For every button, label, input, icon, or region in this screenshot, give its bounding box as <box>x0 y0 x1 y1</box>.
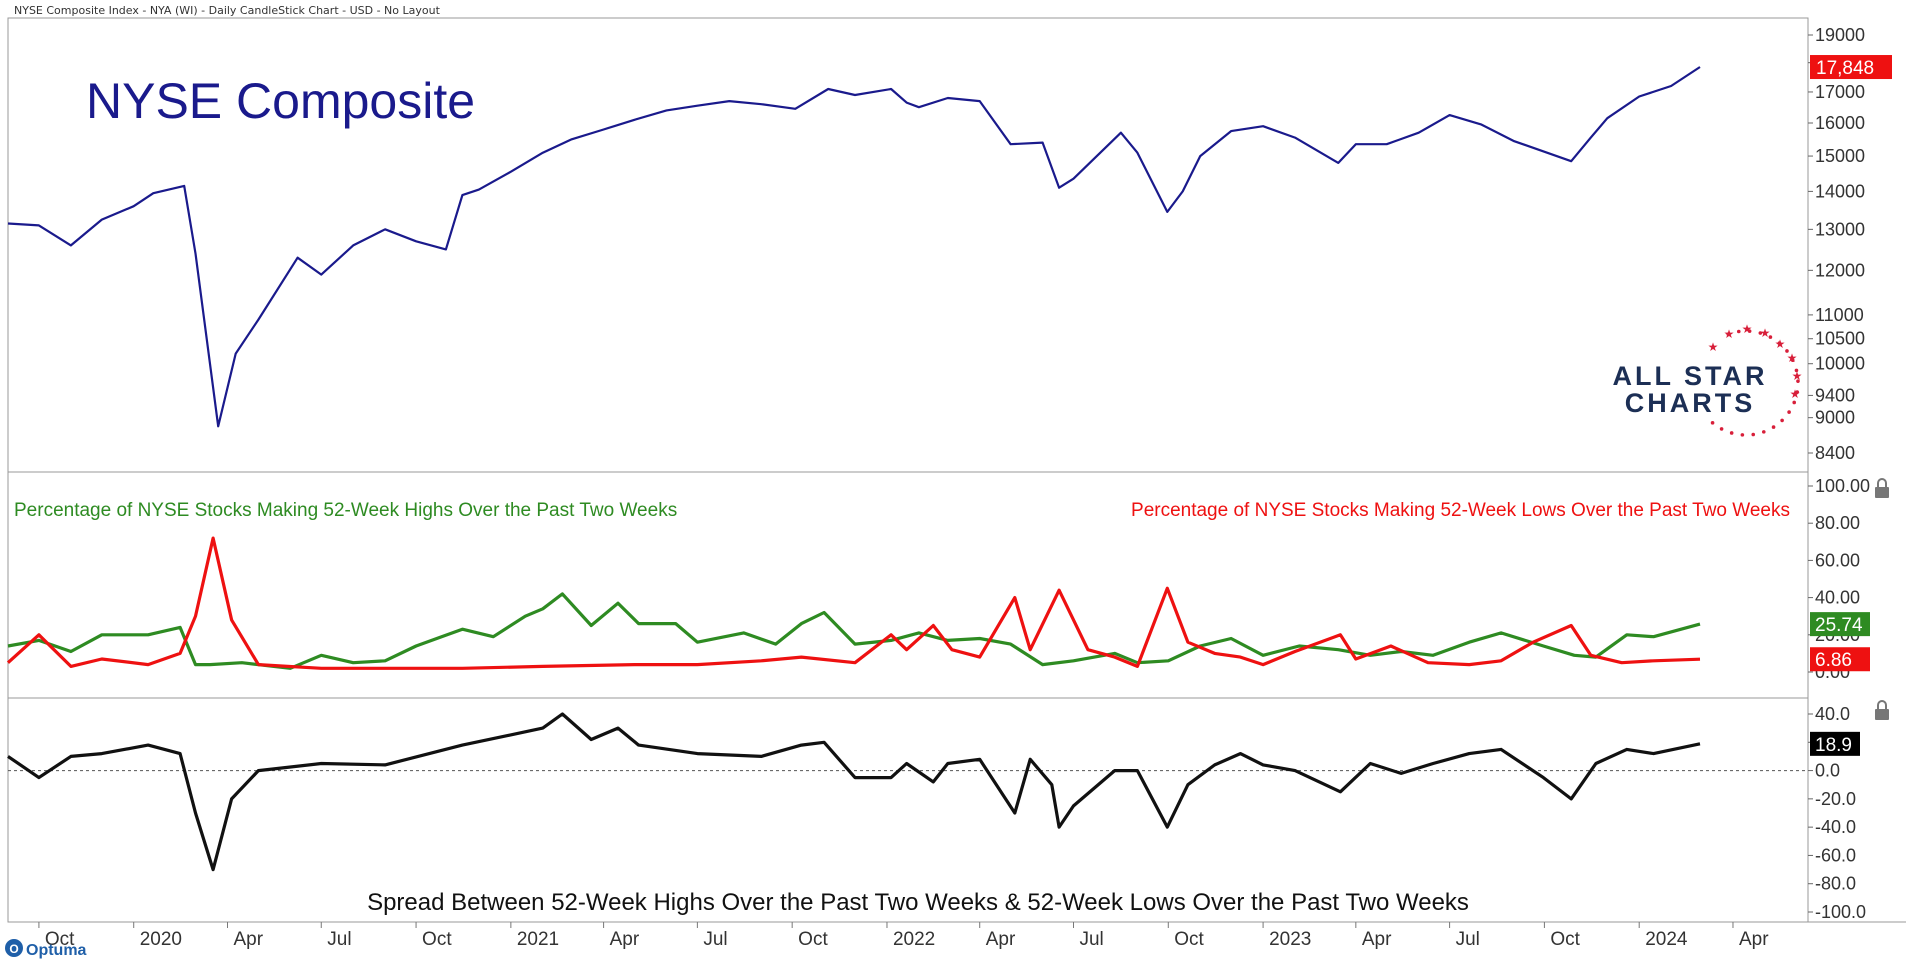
brand-logo-star: ★ <box>1708 340 1719 354</box>
brand-logo-arc-dot <box>1780 418 1784 423</box>
x-tick-label: Apr <box>986 929 1016 950</box>
spread-chart-title: Spread Between 52-Week Highs Over the Pa… <box>367 889 1469 916</box>
x-tick-label: Oct <box>1174 929 1204 950</box>
brand-logo-arc-dot <box>1758 331 1763 335</box>
price-tick-label: 16000 <box>1815 113 1865 133</box>
breadth-tick-label: 80.00 <box>1815 513 1860 533</box>
lock-icon-shackle <box>1877 478 1887 487</box>
brand-logo-star: ★ <box>1790 387 1801 401</box>
brand-logo-star: ★ <box>1775 337 1786 351</box>
x-tick-label: 2022 <box>893 929 935 950</box>
brand-logo-arc-dot <box>1796 379 1800 383</box>
spread-last-value-tag <box>1810 731 1860 756</box>
brand-logo-line2: CHARTS <box>1625 388 1756 418</box>
x-tick-label: Oct <box>1550 929 1580 950</box>
highs-series-line <box>7 592 1701 670</box>
price-tick-label: 19000 <box>1815 25 1865 45</box>
lows-last-value-tag <box>1810 647 1870 672</box>
price-tick-label: 10500 <box>1815 329 1865 349</box>
x-tick-label: Apr <box>1362 929 1392 950</box>
breadth-tick-label: 100.00 <box>1815 476 1870 496</box>
brand-logo-star: ★ <box>1742 322 1753 336</box>
x-tick-label: 2023 <box>1269 929 1311 950</box>
x-tick-label: Jul <box>1456 929 1480 950</box>
spread-tick-label: 40.0 <box>1815 704 1850 724</box>
price-tick-label: 8400 <box>1815 443 1855 463</box>
price-tick-label: 15000 <box>1815 146 1865 166</box>
x-tick-label: Oct <box>45 929 75 950</box>
brand-logo-star: ★ <box>1787 351 1798 365</box>
breadth-tick-label: 60.00 <box>1815 550 1860 570</box>
brand-logo-star: ★ <box>1724 327 1735 341</box>
price-tick-label: 14000 <box>1815 181 1865 201</box>
x-tick-label: 2020 <box>140 929 182 950</box>
price-tick-label: 10000 <box>1815 354 1865 374</box>
brand-logo-arc-dot <box>1777 341 1782 345</box>
spread-tick-label: -40.0 <box>1815 817 1856 837</box>
brand-logo-arc-dot <box>1719 427 1724 431</box>
brand-logo-arc-dot <box>1726 332 1731 336</box>
price-tick-label: 9400 <box>1815 385 1855 405</box>
brand-logo-arc-dot <box>1787 410 1791 414</box>
price-last-value-tag <box>1810 55 1892 80</box>
price-last-value-label: 17,848 <box>1816 58 1874 79</box>
lows-series-line <box>6 536 1701 670</box>
optuma-logo-letter: O <box>9 942 18 956</box>
brand-logo-arc-dot <box>1794 368 1799 373</box>
chart-header: NYSE Composite Index - NYA (WI) - Daily … <box>14 4 440 17</box>
brand-logo-arc-dot <box>1790 358 1795 363</box>
brand-logo-arc-dot <box>1710 421 1715 425</box>
brand-logo-arc-dot <box>1740 433 1745 437</box>
lock-icon <box>1875 487 1889 498</box>
brand-logo-arc-dot <box>1729 431 1734 435</box>
x-tick-label: Apr <box>233 929 263 950</box>
spread-tick-label: -80.0 <box>1815 874 1856 894</box>
brand-logo-arc-dot <box>1771 425 1776 429</box>
optuma-logo-icon <box>5 939 23 957</box>
highs-last-value-tag <box>1810 612 1870 637</box>
lock-icon <box>1875 709 1889 720</box>
x-tick-label: Jul <box>327 929 351 950</box>
brand-logo-line1: ALL STAR <box>1613 361 1768 391</box>
spread-tick-label: 0.0 <box>1815 761 1840 781</box>
brand-logo-arc-dot <box>1747 329 1752 333</box>
x-tick-label: Oct <box>422 929 452 950</box>
brand-logo-arc-dot <box>1768 335 1773 339</box>
price-series-line <box>7 66 1701 428</box>
x-tick-label: Oct <box>798 929 828 950</box>
brand-logo-star: ★ <box>1792 369 1803 383</box>
spread-tick-label: -100.0 <box>1815 902 1866 922</box>
highs-last-value-label: 25.74 <box>1815 615 1863 636</box>
x-tick-label: Jul <box>1079 929 1103 950</box>
price-tick-label: 12000 <box>1815 260 1865 280</box>
price-tick-label: 17000 <box>1815 82 1865 102</box>
brand-logo-arc-dot <box>1736 329 1741 334</box>
x-tick-label: 2024 <box>1645 929 1688 950</box>
spread-tick-label: -20.0 <box>1815 789 1856 809</box>
brand-logo-arc-dot <box>1761 430 1766 434</box>
lows-series-label: Percentage of NYSE Stocks Making 52-Week… <box>1131 500 1790 521</box>
breadth-tick-label: 40.00 <box>1815 588 1860 608</box>
optuma-logo-text: Optuma <box>26 942 87 959</box>
x-tick-label: Apr <box>1739 929 1769 950</box>
spread-last-value-label: 18.9 <box>1815 735 1852 756</box>
spread-series-line <box>7 712 1701 872</box>
lows-last-value-label: 6.86 <box>1815 650 1852 671</box>
price-tick-label: 11000 <box>1815 305 1864 325</box>
x-tick-label: Jul <box>703 929 727 950</box>
price-tick-label: 9000 <box>1815 408 1855 428</box>
brand-logo-star: ★ <box>1760 326 1771 340</box>
brand-logo-arc-dot <box>1795 390 1800 394</box>
spread-tick-label: -60.0 <box>1815 845 1856 865</box>
highs-series-label: Percentage of NYSE Stocks Making 52-Week… <box>14 500 677 521</box>
brand-logo-arc-dot <box>1792 400 1797 405</box>
price-chart-title: NYSE Composite <box>86 73 475 129</box>
x-tick-label: 2021 <box>517 929 559 950</box>
lock-icon-shackle <box>1877 700 1887 709</box>
brand-logo-arc-dot <box>1785 349 1789 353</box>
brand-logo-arc-dot <box>1751 432 1756 437</box>
x-tick-label: Apr <box>610 929 640 950</box>
price-tick-label: 13000 <box>1815 219 1865 239</box>
